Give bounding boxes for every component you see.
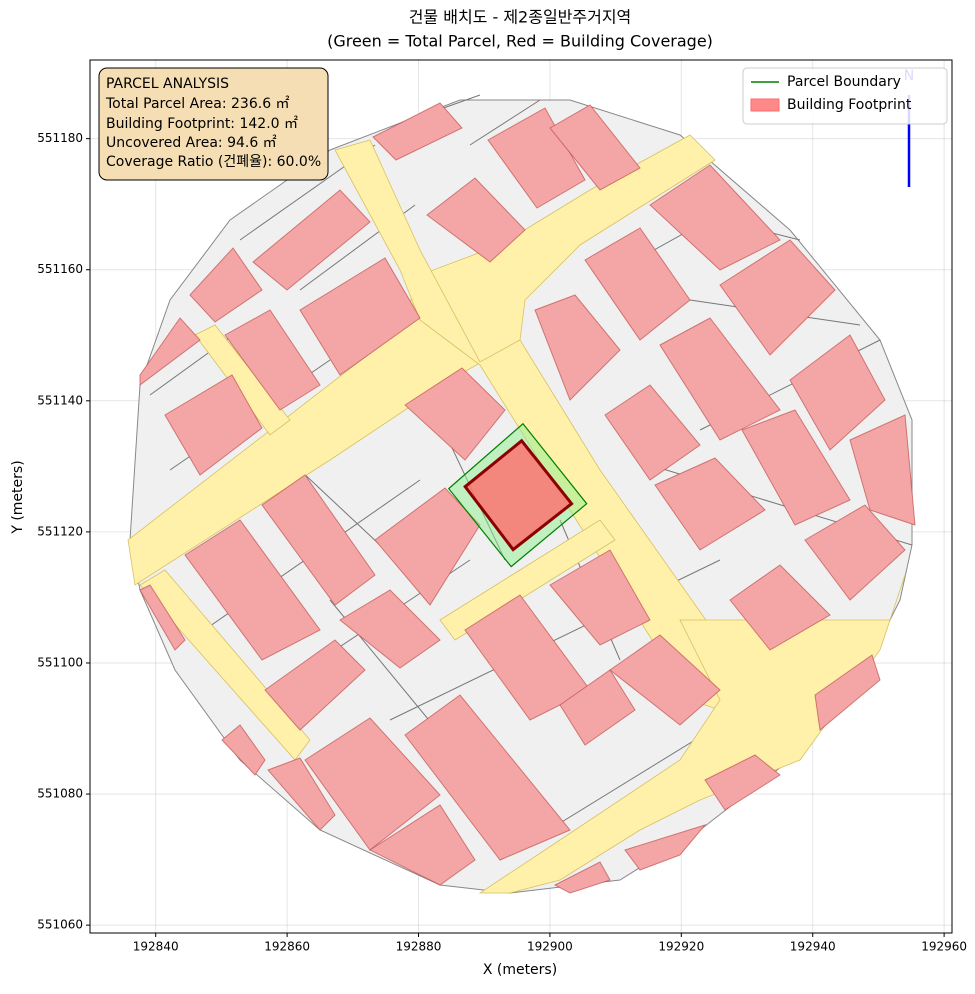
x-tick-label: 192840 bbox=[133, 940, 179, 954]
y-tick-label: 551120 bbox=[37, 524, 83, 538]
plot-frame bbox=[89, 59, 953, 934]
y-axis-label: Y (meters) bbox=[10, 460, 26, 534]
y-tick-label: 551160 bbox=[37, 262, 83, 276]
chart-title: 건물 배치도 - 제2종일반주거지역 bbox=[409, 8, 632, 27]
buildings bbox=[139, 102, 916, 894]
annotation-heading: PARCEL ANALYSIS bbox=[106, 76, 229, 92]
y-tick-label: 551180 bbox=[37, 131, 83, 145]
annotation-line: Building Footprint: 142.0 ㎡ bbox=[106, 116, 298, 132]
legend-box bbox=[742, 67, 948, 125]
x-tick-label: 192860 bbox=[264, 940, 310, 954]
ticks: 192840 192860 192880 192900 192920 192940 1929… bbox=[37, 131, 967, 953]
base-map bbox=[127, 94, 916, 894]
legend-swatch bbox=[750, 98, 780, 112]
annotation-line: Uncovered Area: 94.6 ㎡ bbox=[106, 135, 277, 151]
legend-label: Building Footprint bbox=[787, 97, 912, 113]
legend: Parcel Boundary Building Footprint bbox=[742, 67, 948, 125]
x-tick-label: 192880 bbox=[396, 940, 442, 954]
target-parcel bbox=[447, 422, 588, 568]
roads bbox=[127, 134, 906, 894]
annotation-line: Coverage Ratio (건폐율): 60.0% bbox=[106, 154, 321, 170]
y-tick-label: 551080 bbox=[37, 787, 83, 801]
y-tick-label: 551100 bbox=[37, 655, 83, 669]
y-tick-label: 551060 bbox=[37, 918, 83, 932]
y-tick-label: 551140 bbox=[37, 393, 83, 407]
legend-label: Parcel Boundary bbox=[787, 74, 901, 90]
annotation-box bbox=[98, 67, 329, 181]
x-tick-label: 192960 bbox=[921, 940, 967, 954]
x-tick-label: 192940 bbox=[790, 940, 836, 954]
chart-subtitle: (Green = Total Parcel, Red = Building Co… bbox=[327, 32, 713, 51]
x-tick-label: 192900 bbox=[527, 940, 573, 954]
annotation: PARCEL ANALYSIS Total Parcel Area: 236.6… bbox=[98, 67, 329, 181]
annotation-line: Total Parcel Area: 236.6 ㎡ bbox=[105, 96, 290, 112]
x-axis-label: X (meters) bbox=[483, 962, 557, 978]
x-tick-label: 192920 bbox=[658, 940, 704, 954]
building-footprint bbox=[463, 438, 574, 552]
